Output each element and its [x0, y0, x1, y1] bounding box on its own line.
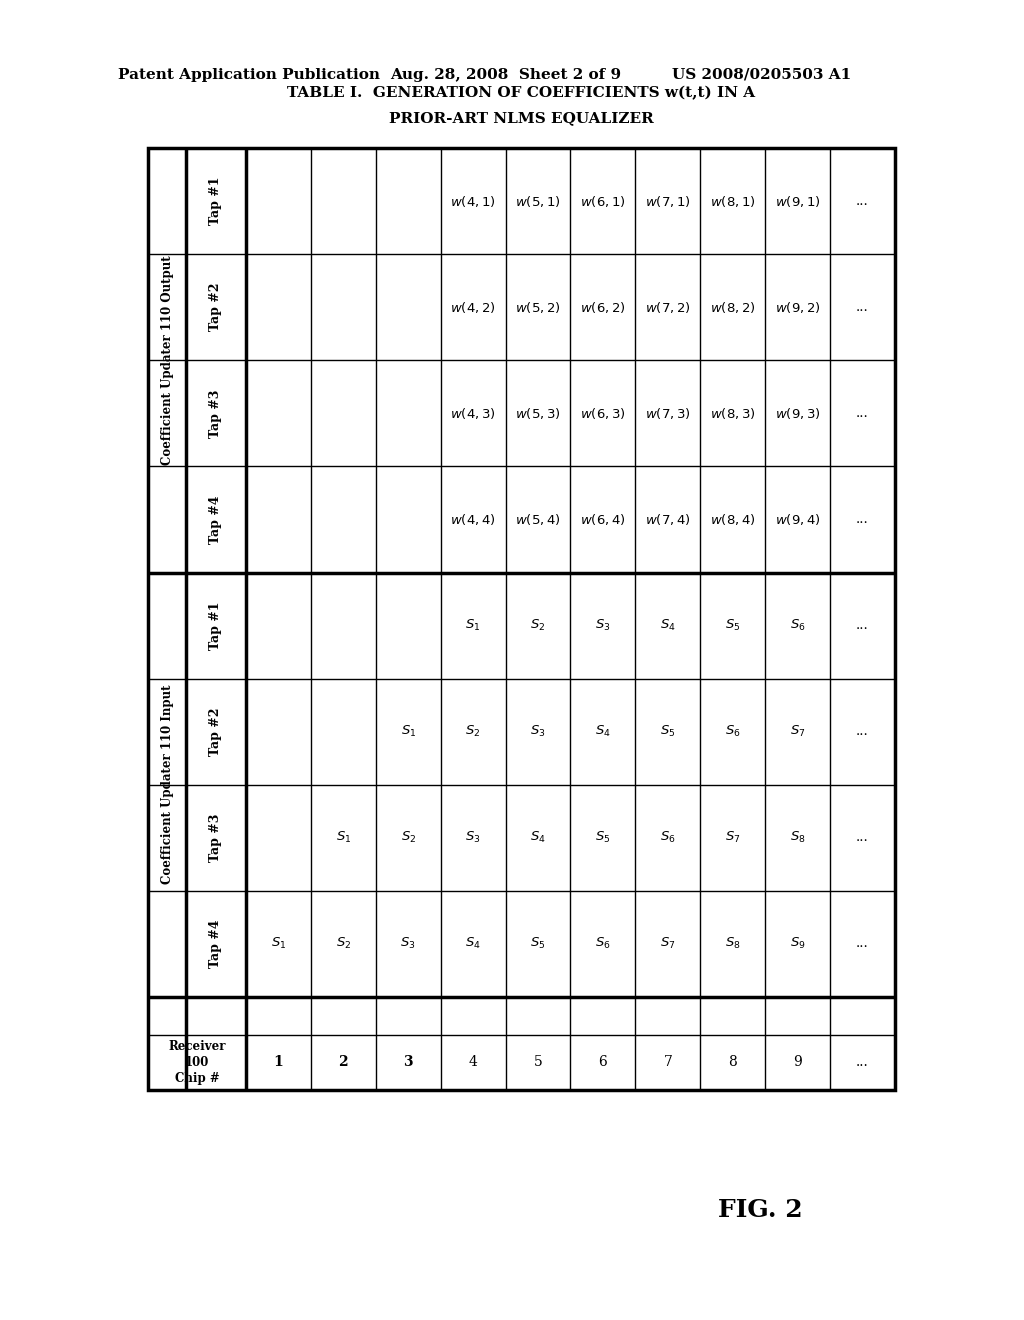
Text: $S_{1}$: $S_{1}$ [466, 618, 481, 634]
Text: Tap #3: Tap #3 [210, 813, 222, 862]
Text: $w(8,3)$: $w(8,3)$ [710, 405, 756, 421]
Text: $S_{2}$: $S_{2}$ [336, 936, 351, 952]
Text: $S_{8}$: $S_{8}$ [725, 936, 740, 952]
Text: $w(5,3)$: $w(5,3)$ [515, 405, 561, 421]
Text: $S_{2}$: $S_{2}$ [530, 618, 546, 634]
Text: $S_{3}$: $S_{3}$ [465, 830, 481, 845]
Text: Tap #4: Tap #4 [210, 495, 222, 544]
Text: $S_{1}$: $S_{1}$ [336, 830, 351, 845]
Text: Coefficient Updater 110 Output: Coefficient Updater 110 Output [161, 256, 173, 465]
Text: $S_{2}$: $S_{2}$ [400, 830, 416, 845]
Text: $w(9,3)$: $w(9,3)$ [775, 405, 820, 421]
Text: $w(8,2)$: $w(8,2)$ [710, 300, 756, 314]
Text: $w(4,3)$: $w(4,3)$ [451, 405, 496, 421]
Text: $w(6,4)$: $w(6,4)$ [581, 512, 626, 527]
Text: $w(6,3)$: $w(6,3)$ [581, 405, 626, 421]
Text: ...: ... [856, 301, 869, 314]
Text: ...: ... [856, 194, 869, 207]
Text: $S_{3}$: $S_{3}$ [595, 618, 610, 634]
Text: $S_{7}$: $S_{7}$ [790, 725, 806, 739]
Text: $w(4,1)$: $w(4,1)$ [451, 194, 496, 209]
Text: Tap #2: Tap #2 [210, 282, 222, 331]
Text: $S_{5}$: $S_{5}$ [725, 618, 740, 634]
Text: ...: ... [856, 619, 869, 632]
Text: Aug. 28, 2008  Sheet 2 of 9: Aug. 28, 2008 Sheet 2 of 9 [390, 69, 622, 82]
Text: $w(7,4)$: $w(7,4)$ [645, 512, 690, 527]
Text: $S_{7}$: $S_{7}$ [725, 830, 740, 845]
Text: $w(4,4)$: $w(4,4)$ [451, 512, 496, 527]
Text: ...: ... [856, 832, 869, 845]
Text: $w(5,2)$: $w(5,2)$ [515, 300, 561, 314]
Text: $S_{6}$: $S_{6}$ [790, 618, 806, 634]
Text: $S_{4}$: $S_{4}$ [465, 936, 481, 952]
Text: $w(7,3)$: $w(7,3)$ [645, 405, 690, 421]
Text: $w(9,4)$: $w(9,4)$ [775, 512, 820, 527]
Text: $S_{4}$: $S_{4}$ [530, 830, 546, 845]
Text: 2: 2 [339, 1056, 348, 1069]
Text: 6: 6 [599, 1056, 607, 1069]
Text: 8: 8 [728, 1056, 737, 1069]
Text: $S_{5}$: $S_{5}$ [595, 830, 610, 845]
Text: $S_{4}$: $S_{4}$ [595, 725, 611, 739]
Text: $S_{6}$: $S_{6}$ [660, 830, 676, 845]
Text: 4: 4 [469, 1056, 477, 1069]
Text: $w(7,2)$: $w(7,2)$ [645, 300, 690, 314]
Text: 5: 5 [534, 1056, 543, 1069]
Text: $w(6,2)$: $w(6,2)$ [581, 300, 626, 314]
Text: PRIOR-ART NLMS EQUALIZER: PRIOR-ART NLMS EQUALIZER [389, 111, 654, 125]
Text: $S_{6}$: $S_{6}$ [595, 936, 610, 952]
Text: $w(5,4)$: $w(5,4)$ [515, 512, 561, 527]
Text: 9: 9 [794, 1056, 802, 1069]
Text: ...: ... [856, 937, 869, 950]
Text: Tap #1: Tap #1 [210, 177, 222, 226]
Text: 1: 1 [273, 1056, 284, 1069]
Text: $w(7,1)$: $w(7,1)$ [645, 194, 690, 209]
Bar [148, 148, 895, 1090]
Text: ...: ... [856, 513, 869, 525]
Text: TABLE I.  GENERATION OF COEFFICIENTS w(t,t) IN A: TABLE I. GENERATION OF COEFFICIENTS w(t,… [288, 86, 756, 100]
Text: $w(4,2)$: $w(4,2)$ [451, 300, 496, 314]
Text: $w(6,1)$: $w(6,1)$ [581, 194, 626, 209]
Text: $S_{9}$: $S_{9}$ [790, 936, 806, 952]
Text: $S_{3}$: $S_{3}$ [530, 725, 546, 739]
Text: $w(9,1)$: $w(9,1)$ [775, 194, 820, 209]
Text: Coefficient Updater 110 Input: Coefficient Updater 110 Input [161, 685, 173, 884]
Text: $S_{2}$: $S_{2}$ [466, 725, 481, 739]
Text: FIG. 2: FIG. 2 [718, 1199, 803, 1222]
Text: $S_{7}$: $S_{7}$ [660, 936, 676, 952]
Text: ...: ... [856, 1056, 869, 1069]
Text: Receiver
100
Chip #: Receiver 100 Chip # [168, 1040, 225, 1085]
Text: $S_{3}$: $S_{3}$ [400, 936, 416, 952]
Text: $w(5,1)$: $w(5,1)$ [515, 194, 561, 209]
Text: $S_{4}$: $S_{4}$ [660, 618, 676, 634]
Text: ...: ... [856, 725, 869, 738]
Text: $S_{6}$: $S_{6}$ [725, 725, 740, 739]
Text: Tap #3: Tap #3 [210, 389, 222, 437]
Text: Tap #1: Tap #1 [210, 602, 222, 649]
Text: Tap #2: Tap #2 [210, 708, 222, 756]
Text: $w(8,4)$: $w(8,4)$ [710, 512, 756, 527]
Text: $S_{1}$: $S_{1}$ [400, 725, 416, 739]
Text: $S_{1}$: $S_{1}$ [270, 936, 286, 952]
Text: $w(8,1)$: $w(8,1)$ [710, 194, 756, 209]
Text: ...: ... [856, 407, 869, 420]
Text: $w(9,2)$: $w(9,2)$ [775, 300, 820, 314]
Text: Patent Application Publication: Patent Application Publication [118, 69, 380, 82]
Text: 3: 3 [403, 1056, 413, 1069]
Text: Tap #4: Tap #4 [210, 920, 222, 968]
Text: $S_{5}$: $S_{5}$ [530, 936, 546, 952]
Text: $S_{5}$: $S_{5}$ [660, 725, 676, 739]
Text: 7: 7 [664, 1056, 673, 1069]
Text: US 2008/0205503 A1: US 2008/0205503 A1 [672, 69, 851, 82]
Text: $S_{8}$: $S_{8}$ [790, 830, 806, 845]
